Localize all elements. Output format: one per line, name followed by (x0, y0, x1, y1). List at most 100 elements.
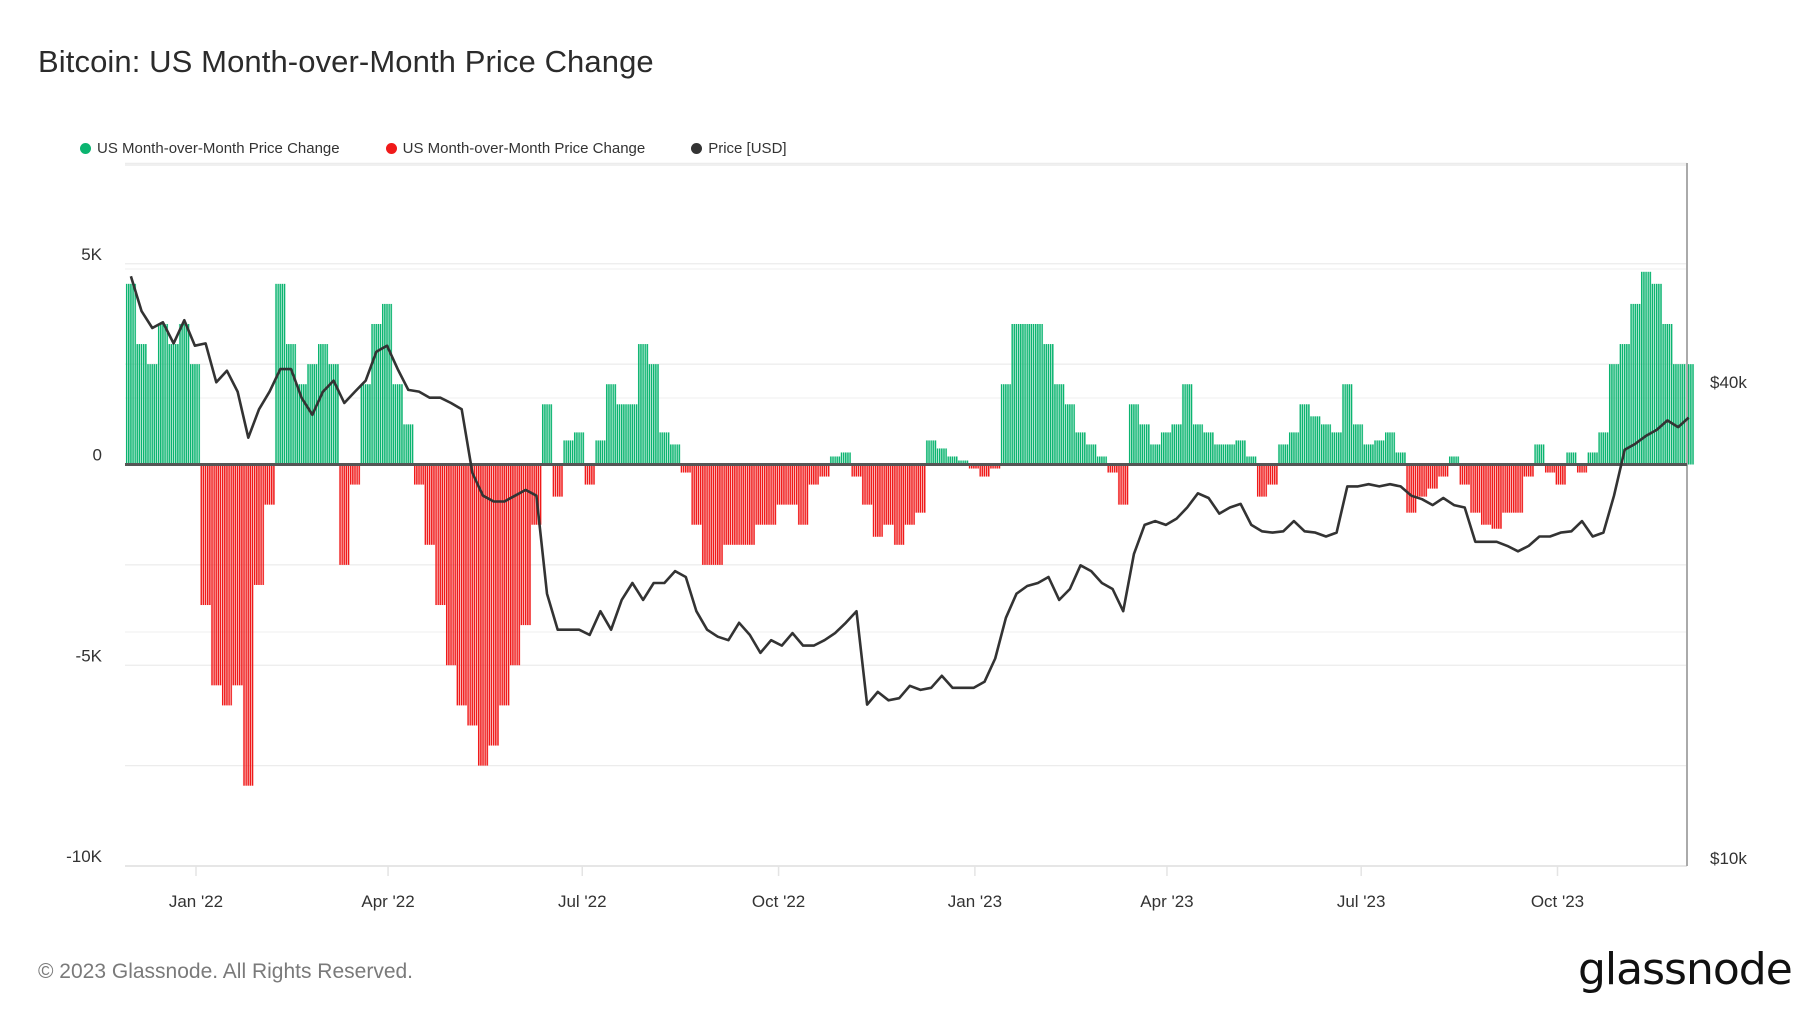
bar-positive (1181, 384, 1193, 465)
bar-negative (1117, 464, 1129, 505)
bar-positive (1075, 432, 1086, 465)
bar-negative (499, 464, 510, 706)
bar-positive (157, 323, 169, 465)
bar-negative (1469, 464, 1481, 513)
bar-positive (1011, 323, 1022, 465)
bar-positive (1288, 432, 1300, 465)
bar-positive (1534, 444, 1545, 465)
bar-negative (456, 464, 468, 706)
bar-positive (360, 384, 371, 465)
bar-positive (1566, 452, 1577, 465)
bar-positive (1448, 456, 1460, 465)
legend-label: US Month-over-Month Price Change (402, 140, 646, 157)
bar-positive (1224, 444, 1236, 465)
x-tick-label: Oct '22 (752, 892, 805, 911)
bar-negative (755, 464, 766, 525)
bar-positive (381, 303, 393, 465)
bar-positive (616, 404, 628, 465)
bar-positive (1395, 452, 1406, 465)
green-dot-icon (80, 143, 91, 154)
x-tick-label: Apr '23 (1140, 892, 1193, 911)
bar-positive (936, 448, 948, 465)
bar-negative (467, 464, 478, 726)
bar-negative (509, 464, 521, 666)
bar-positive (1277, 444, 1289, 465)
bar-negative (1523, 464, 1535, 477)
y-right-tick-label: $10k (1710, 849, 1747, 868)
x-tick-label: Jan '23 (948, 892, 1002, 911)
bar-negative (435, 464, 446, 606)
price-line (129, 275, 1690, 706)
legend-item-mom-negative[interactable]: US Month-over-Month Price Change (385, 140, 646, 157)
bars (125, 271, 1695, 786)
bar-positive (1683, 364, 1695, 465)
bar-negative (680, 464, 692, 473)
bar-positive (605, 384, 617, 465)
bar-negative (808, 464, 820, 485)
bar-negative (819, 464, 830, 477)
bar-positive (1160, 432, 1172, 465)
bar-negative (893, 464, 905, 545)
bar-positive (1245, 456, 1257, 465)
tick-labels: 5K 0 -5K -10K $40k $10k Jan '22 Apr '22 Jul '22 O… (66, 245, 1747, 911)
bar-positive (573, 432, 585, 465)
bar-positive (829, 456, 841, 465)
bar-positive (563, 440, 574, 465)
bar-positive (1309, 416, 1321, 465)
bar-negative (1437, 464, 1449, 477)
bar-negative (1459, 464, 1470, 485)
bar-positive (659, 432, 670, 465)
bar-negative (242, 464, 254, 786)
x-tick-label: Oct '23 (1531, 892, 1584, 911)
bar-positive (402, 424, 414, 465)
bar-negative (989, 464, 1001, 469)
bar-negative (1107, 464, 1118, 473)
bar-negative (200, 464, 211, 606)
bar-positive (1662, 323, 1673, 465)
bar-negative (1427, 464, 1438, 489)
bar-positive (1672, 364, 1684, 465)
bar-negative (445, 464, 457, 666)
bar-positive (136, 344, 147, 465)
bar-negative (765, 464, 777, 525)
bar-positive (370, 323, 382, 465)
legend-item-price[interactable]: Price [USD] (691, 140, 787, 157)
bar-negative (861, 464, 873, 505)
bar-positive (648, 364, 660, 465)
bar-negative (477, 464, 489, 766)
bar-negative (904, 464, 916, 525)
bar-negative (691, 464, 702, 525)
bar-positive (1096, 456, 1108, 465)
glassnode-logo: glassnode (1578, 944, 1793, 995)
bar-positive (1171, 424, 1182, 465)
bar-positive (1630, 303, 1641, 465)
legend: US Month-over-Month Price Change US Mont… (80, 140, 787, 157)
legend-label: Price [USD] (708, 140, 787, 157)
legend-item-mom-positive[interactable]: US Month-over-Month Price Change (80, 140, 340, 157)
copyright: © 2023 Glassnode. All Rights Reserved. (38, 960, 414, 983)
bar-negative (1512, 464, 1524, 513)
bar-positive (1128, 404, 1140, 465)
bar-negative (744, 464, 756, 545)
bar-positive (669, 444, 681, 465)
bar-negative (232, 464, 243, 686)
bar-positive (125, 283, 137, 465)
bar-negative (733, 464, 745, 545)
y-right-tick-label: $40k (1710, 373, 1747, 392)
bar-positive (1192, 424, 1204, 465)
bar-negative (1256, 464, 1268, 497)
dark-dot-icon (691, 143, 703, 154)
y-left-tick-label: 5K (81, 245, 102, 264)
bar-negative (787, 464, 798, 505)
bar-positive (1651, 283, 1663, 465)
bar-negative (1405, 464, 1417, 513)
bar-positive (1363, 444, 1374, 465)
bar-negative (883, 464, 894, 525)
bar-positive (1352, 424, 1364, 465)
bar-negative (851, 464, 862, 477)
y-left-tick-label: 0 (93, 446, 102, 465)
x-tick-label: Jul '22 (558, 892, 607, 911)
y-left-tick-label: -10K (66, 847, 103, 866)
bar-positive (392, 384, 403, 465)
